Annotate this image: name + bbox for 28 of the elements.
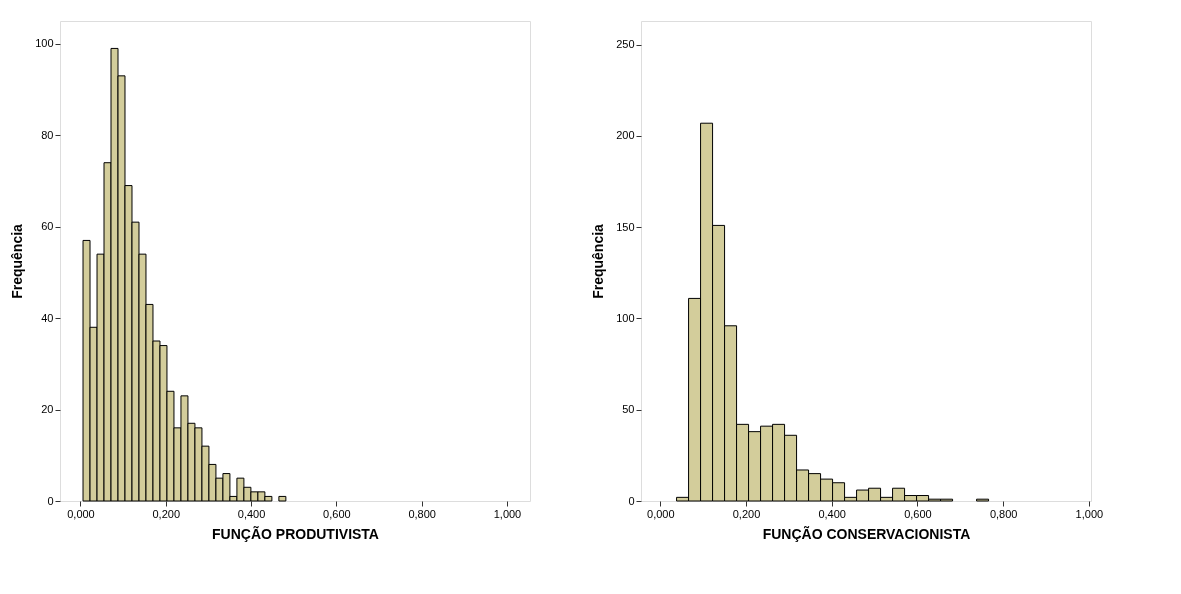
x-tick-label: 0,200 — [152, 507, 181, 520]
y-axis-title: Frequência — [590, 223, 607, 299]
x-tick-label: 1,000 — [1075, 507, 1104, 520]
x-tick-label: 0,400 — [818, 507, 846, 520]
x-tick-label: 0,000 — [67, 507, 95, 520]
y-tick-label: 100 — [616, 311, 635, 324]
x-tick-label: 0,000 — [647, 507, 675, 520]
y-tick-label: 60 — [41, 220, 54, 233]
y-tick-label: 150 — [616, 220, 635, 233]
y-tick-label: 20 — [41, 403, 54, 416]
y-tick-label: 80 — [41, 128, 54, 141]
x-tick-label: 0,600 — [904, 507, 932, 520]
x-tick-label: 0,800 — [989, 507, 1018, 520]
y-tick-label: 200 — [616, 129, 635, 142]
y-tick-label: 100 — [35, 37, 54, 50]
x-axis-title: FUNÇÃO PRODUTIVISTA — [212, 524, 379, 542]
x-tick-label: 0,800 — [408, 507, 436, 520]
x-tick-label: 0,200 — [732, 507, 761, 520]
y-tick-label: 250 — [616, 38, 635, 51]
y-tick-label: 0 — [628, 494, 635, 507]
y-axis-title: Frequência — [9, 223, 26, 299]
y-tick-label: 50 — [622, 403, 635, 416]
x-tick-label: 0,600 — [323, 507, 351, 520]
x-tick-label: 1,000 — [493, 507, 522, 520]
x-axis-title: FUNÇÃO CONSERVACIONISTA — [762, 524, 971, 542]
y-tick-label: 40 — [41, 311, 54, 324]
y-tick-label: 0 — [47, 494, 54, 507]
x-tick-label: 0,400 — [237, 507, 266, 520]
